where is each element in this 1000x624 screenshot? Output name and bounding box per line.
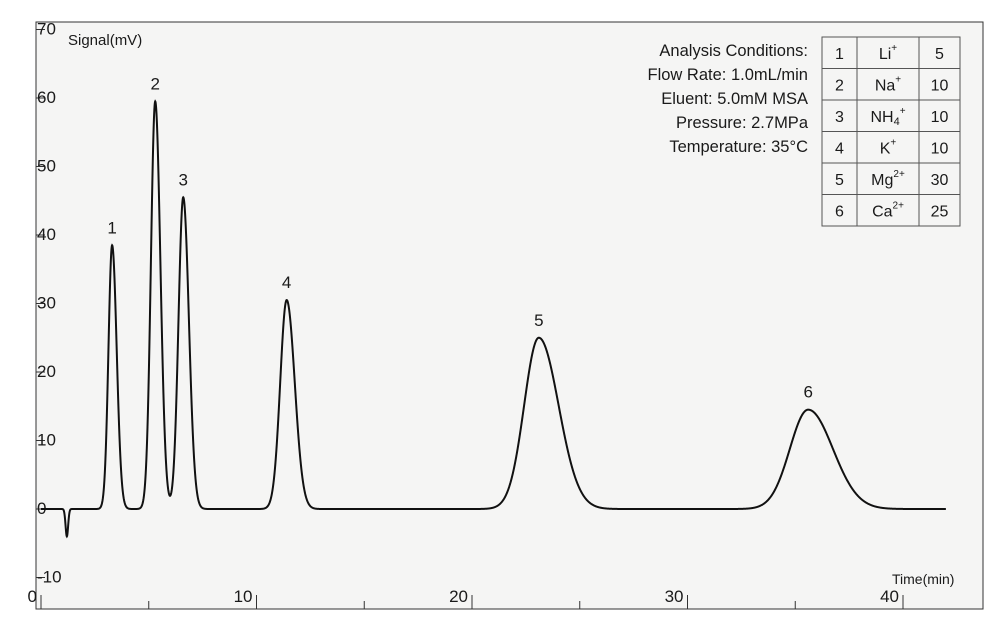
table-row: 2 Na+ 10 bbox=[835, 74, 948, 94]
table-row: 1 Li+ 5 bbox=[835, 43, 944, 63]
table-row: 6 Ca2+ 25 bbox=[835, 200, 948, 220]
table-row: 5 Mg2+ 30 bbox=[835, 169, 948, 189]
peak-labels: 1 2 3 4 5 6 bbox=[107, 74, 813, 401]
table-cell-concentration: 10 bbox=[931, 77, 949, 94]
x-tick-label: 20 bbox=[449, 587, 468, 606]
ion-concentration-table: 1 Li+ 52 Na+ 103 NH4+ 104 K+ 105 Mg2+ 306 Ca2+ 25 bbox=[821, 36, 961, 227]
peak-label: 1 bbox=[107, 218, 116, 237]
x-tick-label: 0 bbox=[28, 587, 37, 606]
x-tick-label: 30 bbox=[665, 587, 684, 606]
peak-label: 6 bbox=[803, 383, 812, 402]
analysis-conditions: Analysis Conditions: Flow Rate: 1.0mL/min… bbox=[648, 42, 809, 156]
y-axis-label: Signal(mV) bbox=[68, 32, 142, 49]
ion-charge: 2+ bbox=[893, 169, 905, 180]
table-cell-number: 4 bbox=[835, 140, 844, 157]
y-tick-label: -10 bbox=[37, 568, 62, 587]
y-tick-label: 50 bbox=[37, 157, 56, 176]
ion-symbol: Ca bbox=[872, 203, 893, 220]
table-row: 4 K+ 10 bbox=[835, 137, 948, 157]
conditions-line: Flow Rate: 1.0mL/min bbox=[648, 66, 808, 84]
y-tick-label: 30 bbox=[37, 294, 56, 313]
conditions-line: Eluent: 5.0mM MSA bbox=[661, 90, 808, 108]
table-cell-concentration: 30 bbox=[931, 172, 949, 189]
chromatogram-trace bbox=[41, 99, 946, 539]
table-row: 3 NH4+ 10 bbox=[835, 106, 948, 128]
table-cell-ion: Mg2+ bbox=[871, 169, 905, 189]
table-cell-ion: Na+ bbox=[875, 74, 901, 94]
peak-label: 3 bbox=[178, 170, 187, 189]
table-cell-number: 3 bbox=[835, 109, 844, 126]
ion-charge: + bbox=[891, 43, 897, 54]
y-tick-label: 60 bbox=[37, 88, 56, 107]
x-tick-label: 40 bbox=[880, 587, 899, 606]
ion-symbol: K bbox=[880, 140, 891, 157]
table-cell-number: 5 bbox=[835, 172, 844, 189]
ion-symbol: Li bbox=[879, 46, 891, 63]
conditions-line: Temperature: 35°C bbox=[669, 138, 808, 156]
conditions-line: Pressure: 2.7MPa bbox=[676, 114, 809, 132]
ion-symbol: Mg bbox=[871, 172, 893, 189]
table-cell-ion: Ca2+ bbox=[872, 200, 904, 220]
table-cell-concentration: 25 bbox=[931, 203, 949, 220]
table-cell-ion: NH4+ bbox=[870, 106, 905, 128]
x-tick-label: 10 bbox=[234, 587, 253, 606]
y-tick-label: 20 bbox=[37, 362, 56, 381]
table-cell-number: 2 bbox=[835, 77, 844, 94]
table-cell-ion: Li+ bbox=[879, 43, 897, 63]
x-axis: 0 10 20 30 40 bbox=[28, 587, 904, 609]
table-cell-concentration: 5 bbox=[935, 46, 944, 63]
peak-label: 5 bbox=[534, 311, 543, 330]
peak-label: 4 bbox=[282, 273, 291, 292]
table-cell-number: 6 bbox=[835, 203, 844, 220]
peak-label: 2 bbox=[150, 74, 159, 93]
ion-charge: + bbox=[895, 74, 901, 85]
y-tick-label: 10 bbox=[37, 431, 56, 450]
ion-charge: + bbox=[900, 106, 906, 117]
ion-subscript: 4 bbox=[894, 116, 900, 128]
x-axis-label: Time(min) bbox=[892, 571, 954, 587]
table-cell-concentration: 10 bbox=[931, 109, 949, 126]
table-cell-concentration: 10 bbox=[931, 140, 949, 157]
ion-charge: + bbox=[890, 137, 896, 148]
table-cell-number: 1 bbox=[835, 46, 844, 63]
y-tick-label: 70 bbox=[37, 20, 56, 39]
ion-symbol: NH bbox=[870, 109, 893, 126]
table-cell-ion: K+ bbox=[880, 137, 897, 157]
y-tick-label: 40 bbox=[37, 225, 56, 244]
conditions-title: Analysis Conditions: bbox=[659, 42, 808, 60]
ion-charge: 2+ bbox=[893, 200, 905, 211]
ion-symbol: Na bbox=[875, 77, 896, 94]
